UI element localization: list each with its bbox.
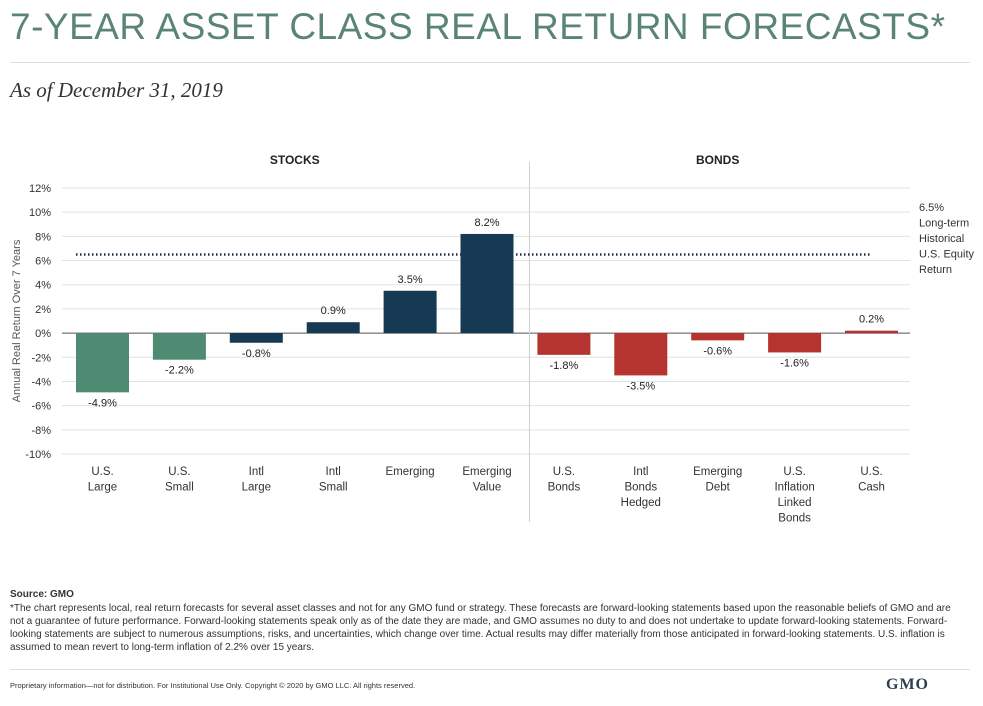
y-tick-label: 0% xyxy=(35,328,51,340)
y-tick-label: -4% xyxy=(31,376,51,388)
y-tick-label: -10% xyxy=(25,449,51,461)
x-tick-label: Value xyxy=(473,482,502,494)
x-tick-label: Bonds xyxy=(548,482,581,494)
bar-chart: 12% 10% 8% 6% 4% 2% 0% -2% -4% -6% -8% -10% Annual R… xyxy=(11,153,975,525)
page-title: 7-YEAR ASSET CLASS REAL RETURN FORECASTS… xyxy=(10,6,946,47)
bar xyxy=(383,290,437,334)
x-tick-label: Intl xyxy=(326,466,341,478)
data-label: -4.9% xyxy=(88,397,117,409)
y-tick-label: -6% xyxy=(31,401,51,413)
x-tick-label: U.S. xyxy=(168,466,190,478)
reference-line-label: Return xyxy=(919,264,952,276)
x-tick-label: Hedged xyxy=(621,497,661,509)
x-tick-label: Linked xyxy=(778,497,812,509)
y-tick-label: 2% xyxy=(35,304,51,316)
data-label: -3.5% xyxy=(626,380,655,392)
y-tick-label: 4% xyxy=(35,280,51,292)
x-tick-label: Large xyxy=(88,482,117,494)
y-tick-label: -2% xyxy=(31,352,51,364)
x-tick-label: Intl xyxy=(249,466,264,478)
footnote-text: *The chart represents local, real return… xyxy=(10,603,951,653)
bar xyxy=(306,322,360,334)
x-tick-label: U.S. xyxy=(91,466,113,478)
bar xyxy=(229,333,283,343)
data-label: -1.8% xyxy=(550,360,579,372)
x-tick-label: Emerging xyxy=(462,466,511,478)
x-tick-label: U.S. xyxy=(553,466,575,478)
x-tick-label: U.S. xyxy=(860,466,882,478)
data-label: -2.2% xyxy=(165,365,194,377)
reference-line-label: Historical xyxy=(919,233,964,245)
data-label: 8.2% xyxy=(474,217,499,229)
gmo-logo: GMO xyxy=(886,676,929,693)
bar xyxy=(614,333,668,376)
reference-line-label: U.S. Equity xyxy=(919,249,975,261)
proprietary-notice: Proprietary information—not for distribu… xyxy=(10,681,416,690)
reference-line-label: Long-term xyxy=(919,218,969,230)
bar xyxy=(845,330,898,334)
data-label: 3.5% xyxy=(398,274,423,286)
x-tick-label: Small xyxy=(319,482,348,494)
group-header: STOCKS xyxy=(270,153,320,167)
x-tick-label: Inflation xyxy=(774,482,814,494)
x-tick-label: Emerging xyxy=(385,466,434,478)
x-tick-label: Small xyxy=(165,482,194,494)
data-label: -0.8% xyxy=(242,348,271,360)
page-subtitle: As of December 31, 2019 xyxy=(10,78,223,102)
y-tick-label: -8% xyxy=(31,425,51,437)
bar xyxy=(537,333,591,355)
bar xyxy=(691,333,745,341)
x-tick-label: Debt xyxy=(706,482,731,494)
bar xyxy=(152,333,206,360)
x-tick-label: Intl xyxy=(633,466,648,478)
x-tick-label: Cash xyxy=(858,482,885,494)
y-tick-label: 8% xyxy=(35,231,51,243)
bar xyxy=(768,333,822,353)
x-tick-label: Bonds xyxy=(624,482,657,494)
data-label: 0.2% xyxy=(859,314,884,326)
source-label: Source: GMO xyxy=(10,589,74,600)
x-tick-label: Emerging xyxy=(693,466,742,478)
group-header: BONDS xyxy=(696,153,739,167)
y-tick-label: 6% xyxy=(35,256,51,268)
y-axis-label: Annual Real Return Over 7 Years xyxy=(11,239,23,402)
y-tick-label: 10% xyxy=(29,207,51,219)
data-label: -0.6% xyxy=(703,345,732,357)
data-label: -1.6% xyxy=(780,357,809,369)
x-tick-label: Bonds xyxy=(778,513,811,525)
bar xyxy=(76,333,129,393)
x-tick-label: U.S. xyxy=(783,466,805,478)
data-label: 0.9% xyxy=(321,305,346,317)
bar xyxy=(460,233,514,334)
reference-line-label: 6.5% xyxy=(919,202,944,214)
title-divider xyxy=(10,62,970,63)
y-tick-label: 12% xyxy=(29,183,51,195)
x-tick-label: Large xyxy=(242,482,271,494)
footer-divider xyxy=(10,669,970,670)
